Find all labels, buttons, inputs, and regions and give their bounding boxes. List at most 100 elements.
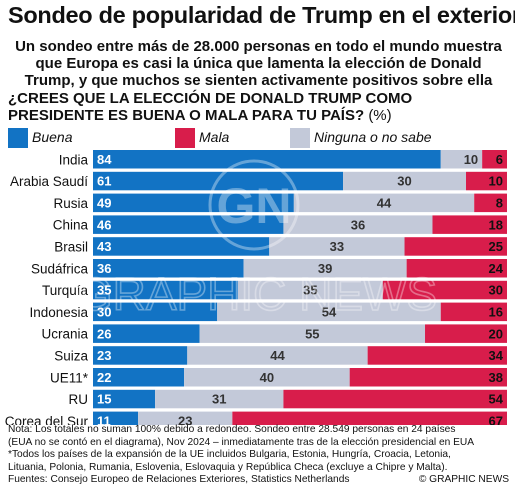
data-label-bad: 34 bbox=[489, 348, 504, 363]
bar-row: Ucrania 26 55 20 bbox=[41, 324, 507, 343]
bar-segment-good bbox=[93, 259, 244, 278]
bar-segment-good bbox=[93, 389, 156, 409]
bar-segment-good bbox=[93, 150, 441, 169]
category-label: UE11* bbox=[50, 370, 89, 385]
data-label-bad: 25 bbox=[489, 239, 503, 254]
data-label-none: 44 bbox=[377, 195, 392, 210]
category-label: RU bbox=[69, 392, 89, 407]
bar-segment-bad bbox=[482, 150, 507, 169]
data-label-none: 31 bbox=[212, 392, 226, 407]
data-label-good: 23 bbox=[97, 348, 111, 363]
copyright: © GRAPHIC NEWS bbox=[418, 474, 509, 486]
data-label-bad: 18 bbox=[489, 217, 503, 232]
bar-segment-bad bbox=[440, 302, 507, 322]
bar-row: Turquía 35 35 30 bbox=[42, 280, 507, 300]
data-label-none: 10 bbox=[464, 152, 478, 167]
bar-segment-none bbox=[283, 215, 433, 234]
data-label-good: 15 bbox=[97, 392, 111, 407]
data-label-bad: 16 bbox=[489, 304, 503, 319]
legend-label-good: Buena bbox=[32, 129, 73, 145]
bar-segment-none bbox=[343, 171, 467, 191]
bar-segment-good bbox=[93, 193, 294, 213]
data-label-good: 84 bbox=[97, 152, 112, 167]
data-label-bad: 67 bbox=[489, 413, 503, 425]
data-label-good: 46 bbox=[97, 217, 111, 232]
data-label-bad: 24 bbox=[489, 261, 504, 276]
data-label-bad: 20 bbox=[489, 326, 503, 341]
note-line-3: *Todos los países de la expansión de la … bbox=[8, 449, 451, 461]
bar-segment-none bbox=[237, 280, 383, 300]
bar-segment-bad bbox=[349, 368, 507, 387]
data-label-good: 22 bbox=[97, 370, 111, 385]
legend-label-none: Ninguna o no sabe bbox=[314, 129, 432, 145]
bar-segment-good bbox=[93, 368, 185, 387]
note-line-2: (EUA no se contó en el diagrama), Nov 20… bbox=[8, 436, 475, 448]
data-label-good: 11 bbox=[97, 413, 111, 425]
data-label-good: 26 bbox=[97, 326, 111, 341]
bar-segment-good bbox=[93, 324, 200, 343]
bar-row: Brasil 43 33 25 bbox=[54, 237, 507, 256]
category-label: Turquía bbox=[42, 283, 89, 298]
bar-segment-bad bbox=[283, 389, 507, 409]
data-label-none: 33 bbox=[330, 239, 344, 254]
bar-row: Arabia Saudí 61 30 10 bbox=[10, 171, 507, 191]
legend-swatch-good bbox=[8, 128, 28, 148]
question-text: ¿CREES QUE LA ELECCIÓN DE DONALD TRUMP C… bbox=[8, 90, 413, 124]
bar-segment-bad bbox=[474, 193, 507, 213]
category-label: Indonesia bbox=[29, 305, 88, 320]
category-label: Suiza bbox=[54, 348, 88, 363]
legend-swatch-bad bbox=[175, 128, 195, 148]
bar-row: Indonesia 30 54 16 bbox=[29, 302, 507, 322]
bar-row: Sudáfrica 36 39 24 bbox=[31, 259, 507, 278]
bar-segment-none bbox=[440, 150, 483, 169]
source-text: Fuentes: Consejo Europeo de Relaciones E… bbox=[8, 474, 350, 486]
data-label-bad: 8 bbox=[496, 195, 503, 210]
data-label-none: 40 bbox=[260, 370, 274, 385]
category-label: India bbox=[59, 152, 89, 167]
bar-row: Corea del Sur 11 23 67 bbox=[5, 411, 507, 425]
footnotes: Nota: Los totales no suman 100% debido a… bbox=[8, 424, 511, 487]
bar-segment-bad bbox=[406, 259, 507, 278]
data-label-good: 30 bbox=[97, 304, 111, 319]
bar-segment-bad bbox=[382, 280, 507, 300]
bar-segment-none bbox=[155, 389, 284, 409]
data-label-none: 23 bbox=[178, 413, 192, 425]
source-row: Fuentes: Consejo Europeo de Relaciones E… bbox=[8, 474, 511, 487]
note-line-1: Nota: Los totales no suman 100% debido a… bbox=[8, 424, 456, 435]
data-label-none: 44 bbox=[270, 348, 285, 363]
bar-segment-bad bbox=[404, 237, 507, 256]
category-label: Corea del Sur bbox=[5, 414, 89, 425]
data-label-bad: 10 bbox=[489, 174, 503, 189]
data-label-none: 55 bbox=[305, 326, 319, 341]
category-label: Brasil bbox=[54, 239, 88, 254]
bar-segment-bad bbox=[367, 346, 507, 365]
survey-question: ¿CREES QUE LA ELECCIÓN DE DONALD TRUMP C… bbox=[8, 90, 508, 124]
legend-label-bad: Mala bbox=[199, 129, 230, 145]
bar-segment-good bbox=[93, 237, 270, 256]
data-label-bad: 6 bbox=[496, 152, 503, 167]
data-label-none: 54 bbox=[322, 304, 337, 319]
data-label-good: 61 bbox=[97, 174, 111, 189]
bar-row: Rusia 49 44 8 bbox=[53, 193, 507, 213]
note-line-4: Lituania, Polonia, Rumania, Eslovenia, E… bbox=[8, 461, 448, 473]
stacked-bar-chart: India 84 10 6 Arabia Saudí 61 30 10 Rusia 49 44 8 Ch… bbox=[5, 150, 507, 425]
bar-segment-none bbox=[138, 411, 233, 425]
legend: Buena Mala Ninguna o no sabe bbox=[8, 128, 511, 148]
data-label-none: 39 bbox=[318, 261, 332, 276]
category-label: Sudáfrica bbox=[31, 261, 89, 276]
bar-segment-good bbox=[93, 411, 139, 425]
category-label: China bbox=[53, 218, 89, 233]
data-label-none: 36 bbox=[351, 217, 365, 232]
bar-row: India 84 10 6 bbox=[59, 150, 507, 169]
bar-segment-bad bbox=[425, 324, 507, 343]
bar-row: UE11* 22 40 38 bbox=[50, 368, 507, 387]
category-label: Ucrania bbox=[41, 327, 88, 342]
data-label-none: 30 bbox=[397, 174, 411, 189]
data-label-good: 36 bbox=[97, 261, 111, 276]
bar-segment-none bbox=[217, 302, 441, 322]
data-label-bad: 38 bbox=[489, 370, 503, 385]
bar-segment-good bbox=[93, 280, 238, 300]
data-label-good: 35 bbox=[97, 283, 111, 298]
bar-segment-good bbox=[93, 346, 188, 365]
bar-segment-bad bbox=[232, 411, 507, 425]
